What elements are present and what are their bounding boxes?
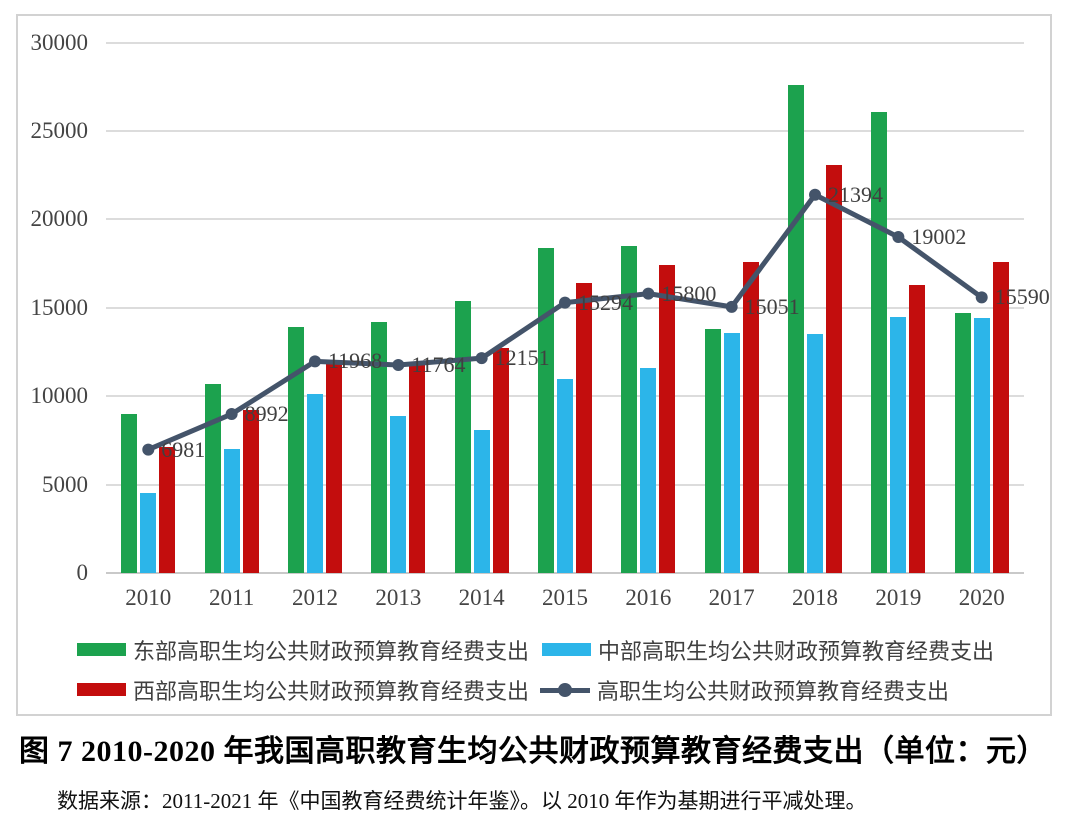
bar-series2-2010 bbox=[159, 447, 176, 573]
bar-series0-2012 bbox=[287, 327, 304, 573]
legend-label-central: 中部高职生均公共财政预算教育经费支出 bbox=[598, 638, 995, 664]
trend-point-2011 bbox=[225, 408, 238, 421]
gridline-25000 bbox=[106, 130, 1024, 132]
trend-point-2019 bbox=[892, 231, 905, 244]
gridline-30000 bbox=[106, 41, 1024, 44]
trend-point-2020 bbox=[975, 291, 988, 304]
x-tick-label: 2019 bbox=[875, 585, 922, 610]
y-tick-label: 20000 bbox=[30, 206, 89, 232]
overall-line-swatch bbox=[540, 682, 590, 697]
bar-series2-2012 bbox=[325, 364, 342, 573]
legend-item-central: 中部高职生均公共财政预算教育经费支出 bbox=[542, 636, 995, 664]
bar-series0-2014 bbox=[454, 300, 471, 573]
x-tick-label: 2016 bbox=[625, 585, 672, 610]
trend-point-2015 bbox=[559, 296, 571, 309]
gridline-0 bbox=[106, 572, 1024, 574]
trend-point-2010 bbox=[142, 443, 155, 456]
bar-series1-2012 bbox=[306, 394, 323, 573]
figure-caption-title: 图 7 2010-2020 年我国高职教育生均公共财政预算教育经费支出（单位：元… bbox=[19, 735, 1047, 768]
bar-series2-2020 bbox=[992, 261, 1009, 573]
west-series-swatch bbox=[77, 683, 126, 696]
bar-series2-2011 bbox=[242, 410, 259, 573]
trend-point-2017 bbox=[725, 300, 738, 313]
trend-point-2016 bbox=[642, 287, 655, 300]
bar-series2-2013 bbox=[409, 364, 426, 573]
point-label-2014: 12151 bbox=[494, 345, 550, 371]
bar-series1-2020 bbox=[973, 318, 990, 573]
point-label-2013: 11764 bbox=[411, 352, 466, 377]
point-label-2020: 15590 bbox=[994, 284, 1050, 310]
x-tick-label: 2020 bbox=[958, 585, 1005, 610]
bar-series0-2010 bbox=[121, 413, 138, 573]
point-label-2012: 11968 bbox=[327, 348, 383, 374]
legend-item-west: 西部高职生均公共财政预算教育经费支出 bbox=[77, 676, 530, 704]
y-tick-label: 5000 bbox=[42, 471, 88, 497]
y-tick-label: 25000 bbox=[30, 118, 89, 143]
legend-label-overall: 高职生均公共财政预算教育经费支出 bbox=[597, 678, 950, 704]
point-label-2018: 21394 bbox=[828, 181, 884, 207]
bar-series0-2015 bbox=[538, 247, 554, 573]
bar-series1-2017 bbox=[723, 332, 740, 573]
x-tick-label: 2013 bbox=[375, 585, 422, 610]
x-tick-label: 2017 bbox=[708, 585, 755, 610]
point-label-2010: 6981 bbox=[161, 436, 206, 462]
figure-caption-source: 数据来源：2011-2021 年《中国教育经费统计年鉴》。以 2010 年作为基… bbox=[57, 789, 867, 813]
east-series-swatch bbox=[77, 643, 126, 656]
bar-series1-2016 bbox=[640, 367, 657, 573]
x-tick-label: 2010 bbox=[125, 585, 172, 610]
legend-label-west: 西部高职生均公共财政预算教育经费支出 bbox=[133, 678, 530, 704]
y-tick-label: 15000 bbox=[30, 294, 89, 320]
bar-series0-2018 bbox=[788, 85, 805, 573]
x-tick-label: 2014 bbox=[458, 585, 505, 610]
point-label-2016: 15800 bbox=[661, 280, 717, 306]
bar-series1-2014 bbox=[473, 429, 490, 573]
legend-label-east: 东部高职生均公共财政预算教育经费支出 bbox=[133, 638, 530, 664]
bar-series1-2010 bbox=[140, 493, 157, 573]
x-tick-label: 2012 bbox=[291, 585, 338, 610]
bar-series2-2018 bbox=[826, 164, 843, 573]
bar-series0-2020 bbox=[954, 313, 971, 573]
bar-series1-2011 bbox=[223, 449, 240, 573]
trend-point-2018 bbox=[809, 188, 822, 201]
legend-dot-mark bbox=[558, 682, 572, 697]
bar-series1-2013 bbox=[390, 415, 407, 573]
bar-series0-2011 bbox=[204, 383, 221, 573]
bar-series0-2017 bbox=[704, 329, 721, 573]
x-tick-label: 2011 bbox=[209, 585, 255, 610]
x-tick-label: 2018 bbox=[792, 585, 839, 610]
bar-series0-2013 bbox=[371, 321, 388, 573]
y-tick-label: 10000 bbox=[30, 383, 89, 409]
trend-point-2012 bbox=[308, 355, 321, 368]
y-tick-label: 30000 bbox=[30, 29, 89, 55]
bar-series2-2014 bbox=[492, 348, 509, 573]
point-label-2017: 15051 bbox=[744, 293, 800, 319]
bar-series1-2015 bbox=[557, 378, 573, 573]
legend-item-overall: 高职生均公共财政预算教育经费支出 bbox=[540, 676, 950, 704]
point-label-2019: 19002 bbox=[911, 224, 967, 250]
bar-series2-2017 bbox=[742, 261, 759, 573]
x-tick-label: 2015 bbox=[542, 585, 588, 610]
bar-series2-2019 bbox=[909, 284, 926, 573]
trend-point-2014 bbox=[475, 352, 488, 365]
point-label-2011: 8992 bbox=[244, 401, 289, 427]
gridline-20000 bbox=[106, 218, 1024, 221]
bar-series0-2016 bbox=[621, 245, 638, 573]
central-series-swatch bbox=[542, 643, 591, 656]
bar-series2-2016 bbox=[659, 265, 676, 573]
trend-point-2013 bbox=[392, 359, 405, 372]
bar-series1-2018 bbox=[807, 334, 824, 573]
y-tick-label: 0 bbox=[76, 560, 89, 585]
legend-item-east: 东部高职生均公共财政预算教育经费支出 bbox=[77, 636, 530, 664]
point-label-2015: 15294 bbox=[578, 289, 633, 315]
bar-series2-2015 bbox=[576, 283, 592, 573]
bar-series1-2019 bbox=[890, 316, 907, 573]
